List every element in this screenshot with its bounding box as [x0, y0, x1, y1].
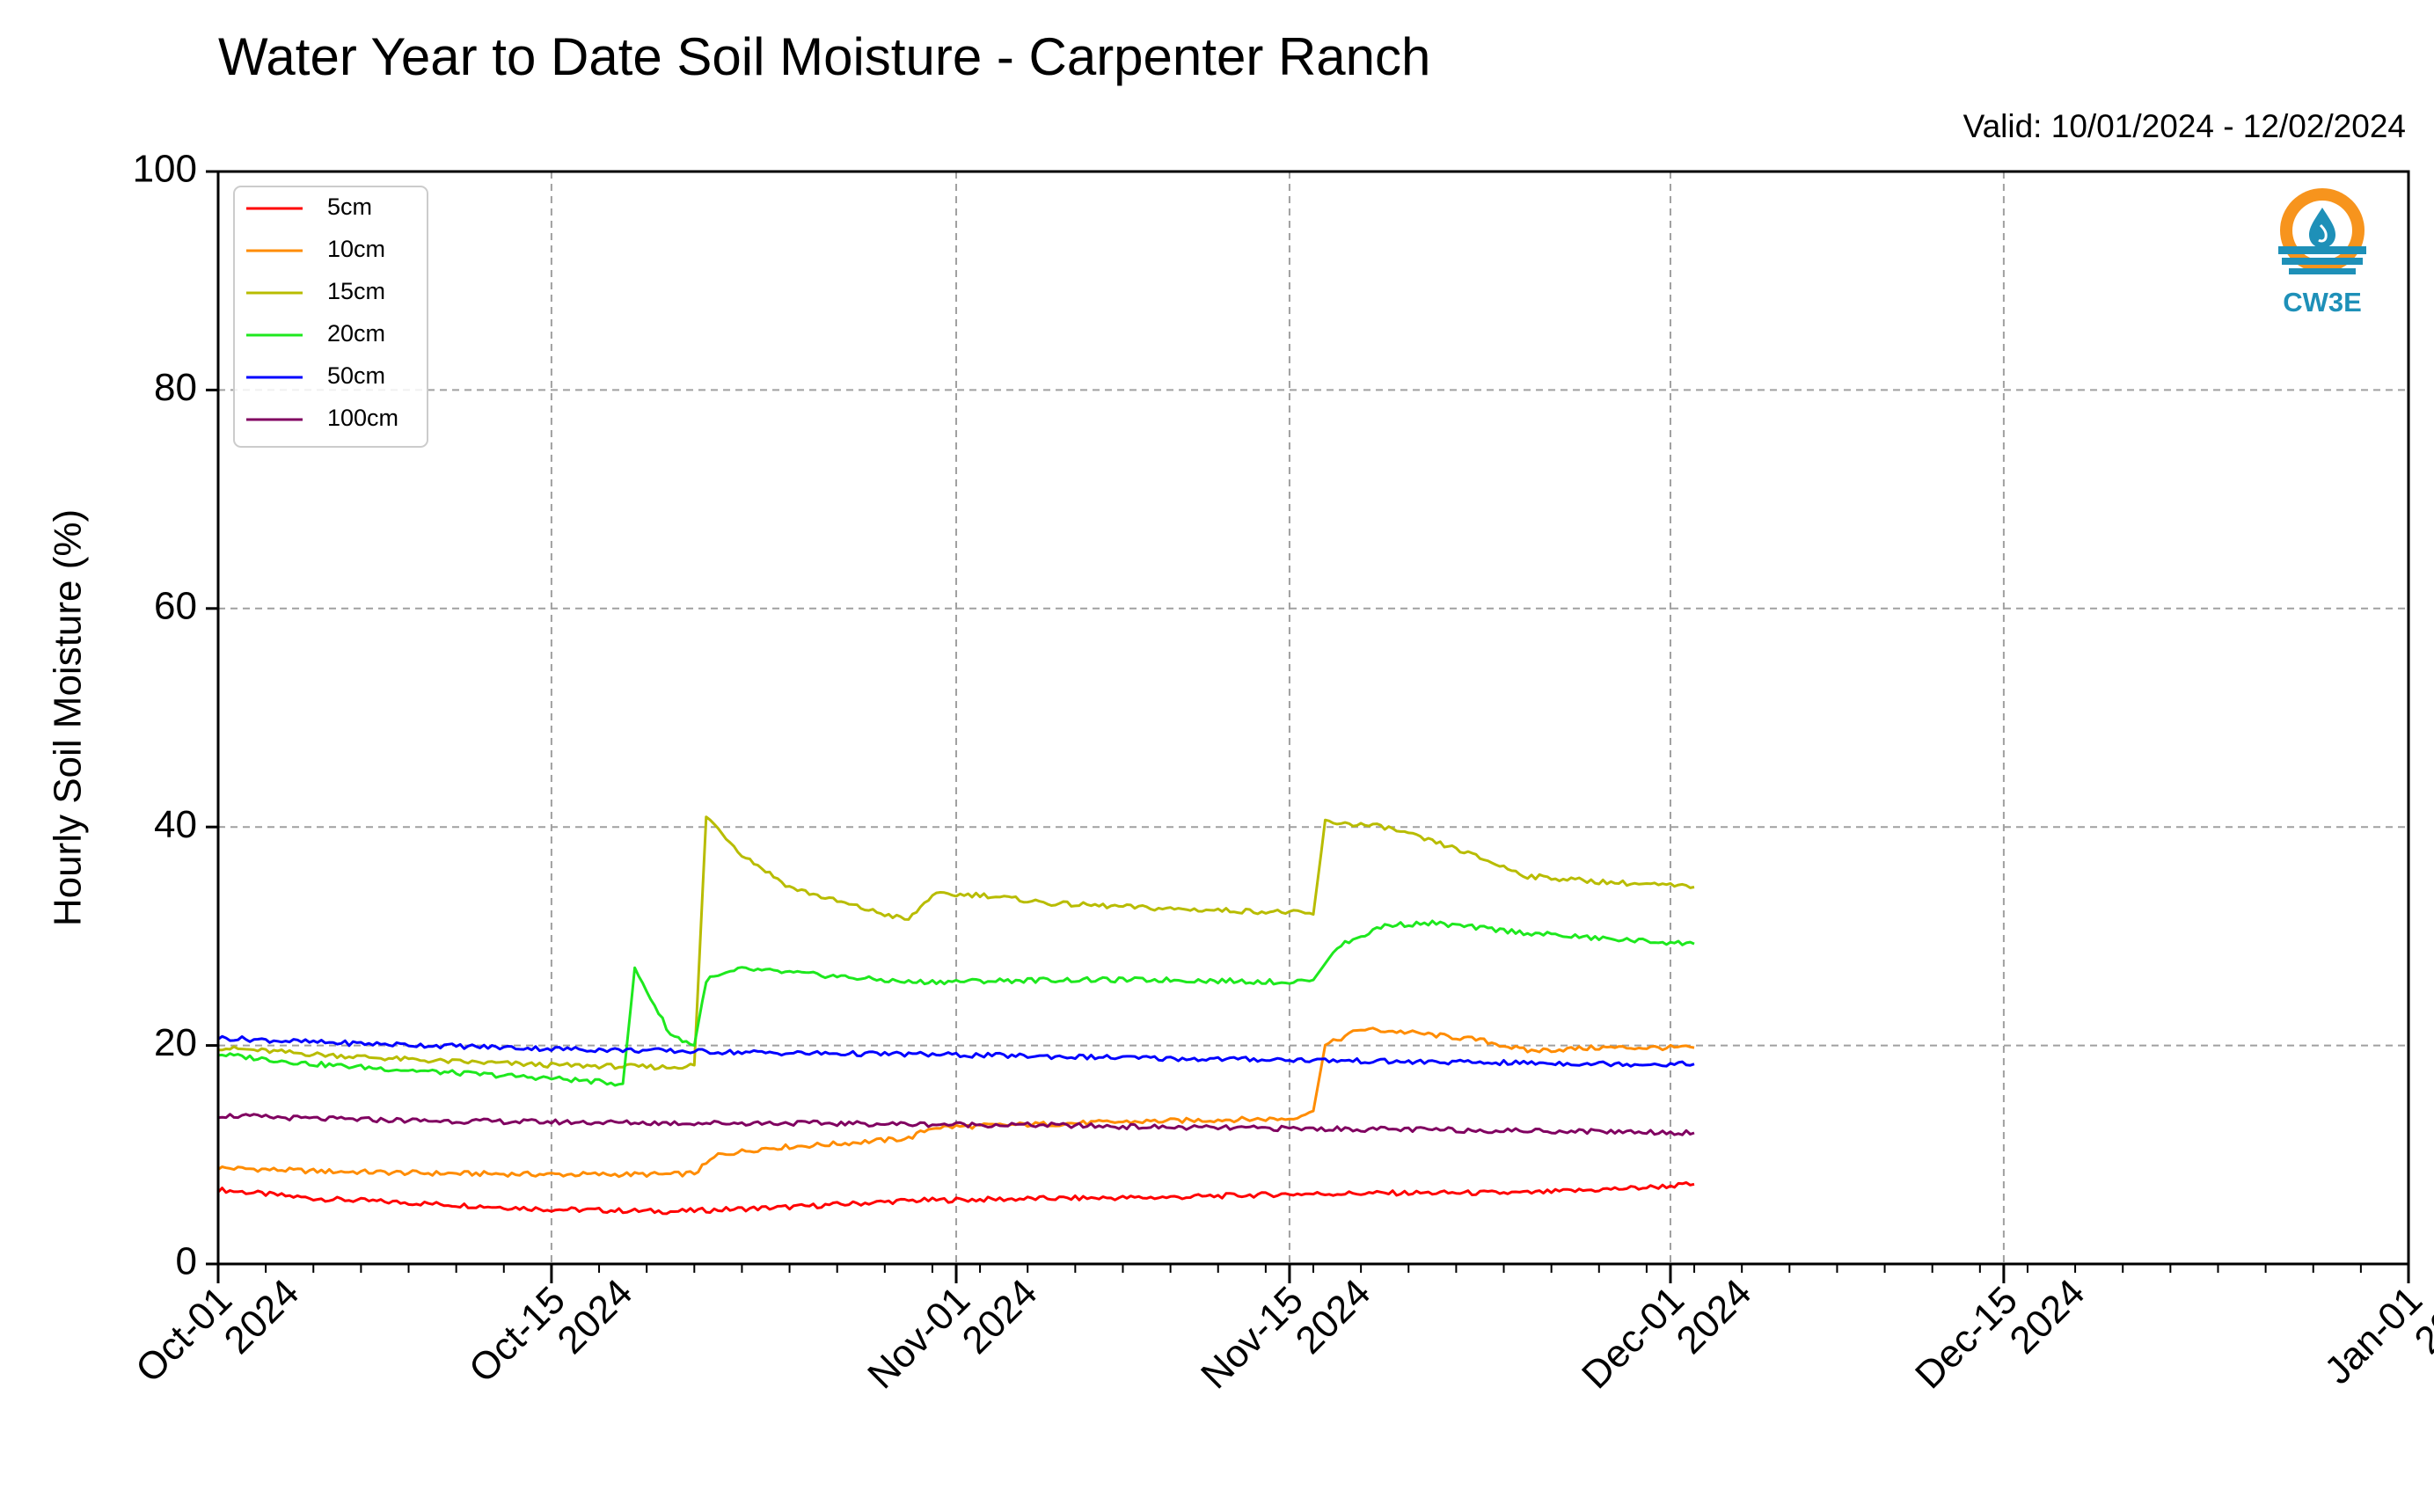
- y-tick-label: 100: [133, 148, 197, 191]
- series-line-10cm: [217, 1026, 1695, 1179]
- legend-label: 100cm: [327, 405, 398, 431]
- series-line-50cm: [217, 1034, 1695, 1068]
- series-line-20cm: [217, 919, 1695, 1087]
- logo-wave-1: [2278, 246, 2366, 254]
- series-line-5cm: [216, 1181, 1695, 1216]
- grid-lines: [218, 172, 2408, 1264]
- plot-frame: [216, 170, 2410, 1266]
- legend-label: 15cm: [327, 278, 385, 304]
- legend-label: 10cm: [327, 236, 385, 262]
- logo-wave-2: [2282, 258, 2363, 265]
- legend-label: 50cm: [327, 362, 385, 389]
- y-tick-label: 80: [154, 366, 197, 409]
- series-lines: [216, 815, 1695, 1216]
- legend-label: 20cm: [327, 320, 385, 347]
- series-line-15cm: [217, 815, 1695, 1071]
- y-axis-label: Hourly Soil Moisture (%): [47, 509, 90, 926]
- cw3e-logo: CW3E: [2278, 188, 2366, 318]
- valid-date-range: Valid: 10/01/2024 - 12/02/2024: [1963, 108, 2406, 144]
- y-tick-label: 20: [154, 1021, 197, 1064]
- legend: 5cm 10cm 15cm 20cm 50cm 100cm: [233, 186, 428, 448]
- y-tick-label: 40: [154, 803, 197, 846]
- y-tick-label: 0: [176, 1240, 197, 1283]
- logo-drop-highlight: [2318, 223, 2328, 243]
- series-line-100cm: [217, 1113, 1695, 1136]
- logo-wave-3: [2289, 268, 2356, 274]
- logo-text: CW3E: [2283, 287, 2362, 318]
- legend-label: 5cm: [327, 194, 372, 220]
- chart-title: Water Year to Date Soil Moisture - Carpe…: [218, 27, 1431, 86]
- y-tick-label: 60: [154, 584, 197, 627]
